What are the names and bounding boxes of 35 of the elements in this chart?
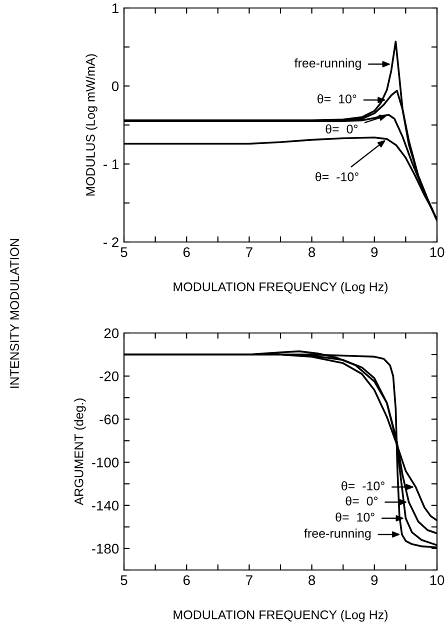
y-tick-label: 0 [112, 81, 119, 92]
x-tick-label: 5 [120, 247, 128, 258]
x-tick-label: 10 [430, 247, 444, 258]
y-tick-label: - 1 [104, 159, 118, 170]
x-axis-title: MODULATION FREQUENCY (Log Hz) [174, 610, 388, 622]
annotation: free-running [304, 528, 371, 540]
annotation: θ= 0° [346, 496, 378, 506]
x-tick-label: 10 [430, 575, 444, 586]
x-tick-label: 6 [183, 247, 190, 258]
y-tick-label: -140 [92, 500, 119, 511]
annotation: θ= 10° [336, 512, 374, 522]
x-tick-label: 6 [183, 575, 190, 586]
annotation: θ= -10° [342, 481, 384, 490]
y-tick-label: -100 [92, 458, 119, 468]
y-tick-label: - 2 [104, 237, 118, 248]
x-tick-label: 7 [246, 247, 252, 257]
y-tick-label: -20 [100, 371, 119, 382]
x-tick-label: 8 [308, 575, 316, 586]
x-tick-label: 9 [371, 247, 378, 258]
annotation: θ= 0° [326, 124, 358, 134]
x-axis-title: MODULATION FREQUENCY (Log Hz) [174, 282, 388, 294]
x-tick-label: 5 [120, 575, 128, 586]
y-axis-title: ARGUMENT (deg.) [74, 398, 86, 506]
x-tick-label: 9 [371, 575, 378, 586]
annotation: θ= 10° [318, 94, 356, 104]
y-tick-label: 1 [112, 3, 118, 14]
y-tick-label: -60 [100, 414, 119, 424]
x-tick-label: 8 [308, 247, 316, 258]
text: INTENSITY MODULATION [10, 239, 19, 388]
y-tick-label: 20 [104, 328, 119, 338]
y-tick-label: -180 [92, 544, 119, 554]
annotation: free-running [294, 58, 361, 70]
annotation: θ= -10° [316, 172, 358, 182]
x-tick-label: 7 [246, 575, 252, 585]
y-axis-title: MODULUS (Log mW/mA) [86, 54, 98, 196]
